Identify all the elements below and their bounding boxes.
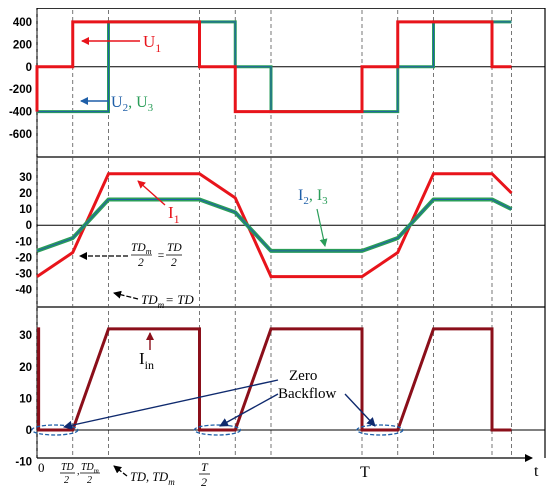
- tdm-half-annotation: TDm 2 = TD 2: [79, 242, 182, 269]
- zero-label: Zero: [289, 368, 317, 384]
- zero-lines: [37, 66, 545, 431]
- tdm-eq-annotation: TDm= TD: [113, 290, 194, 310]
- y-tick-p2-4: -10: [15, 236, 32, 248]
- backflow-arrow-1: [63, 379, 279, 430]
- t-axis-label: t: [534, 463, 539, 480]
- i23-label: I2, I3: [298, 187, 328, 207]
- backflow-label: Backflow: [278, 386, 336, 402]
- x-tick-t-half: T 2: [199, 460, 210, 489]
- u23-annotation: U2, U3: [80, 94, 154, 114]
- series-i2-i3-core: [36, 198, 512, 252]
- series-i1: [36, 172, 513, 279]
- tdm-eq-label: TDm= TD: [141, 292, 194, 310]
- svg-text:2: 2: [138, 257, 144, 269]
- y-tick-p1-0: 400: [13, 17, 32, 29]
- y-tick-p3-2: 10: [19, 393, 32, 405]
- iin-annotation: Iin: [139, 332, 154, 372]
- panel1-top-line: [37, 8, 545, 9]
- backflow-ellipse-2: [193, 424, 242, 436]
- y-tick-p2-6: -30: [15, 268, 32, 280]
- y-tick-p2-3: 0: [26, 220, 32, 232]
- y-tick-p2-0: 30: [19, 172, 32, 184]
- backflow-ellipse-1: [31, 424, 79, 436]
- zero-backflow-regions: [31, 424, 404, 436]
- svg-text:=: =: [157, 250, 165, 262]
- y-tick-p1-2: 0: [26, 62, 32, 74]
- svg-text:2: 2: [201, 475, 207, 489]
- y-tick-p1-5: -600: [9, 129, 32, 141]
- tdm-half-label: TDm 2 = TD 2: [131, 242, 182, 269]
- y-tick-p1-1: 200: [13, 39, 32, 51]
- backflow-arrow-3: [344, 393, 376, 427]
- y-tick-p2-2: 10: [19, 204, 32, 216]
- u1-annotation: U1: [81, 32, 161, 55]
- u1-label: U1: [143, 32, 161, 55]
- y-tick-p3-1: 20: [19, 362, 32, 374]
- iin-label: Iin: [139, 349, 154, 372]
- svg-text:2: 2: [87, 475, 92, 486]
- series-curves: [35, 20, 513, 432]
- i1-label: I1: [168, 203, 180, 226]
- i1-arrow: [137, 180, 166, 206]
- y-tick-p2-1: 20: [19, 188, 32, 200]
- y-tick-p3-0: 30: [19, 330, 32, 342]
- i23-arrow: [316, 208, 328, 247]
- y-tick-p2-7: -40: [15, 285, 32, 297]
- series-u2-u3-core: [37, 21, 512, 113]
- x-tick-td: TD, TDm: [130, 470, 175, 487]
- u23-label: U2, U3: [111, 94, 154, 114]
- x-tick-T: T: [360, 464, 370, 481]
- y-tick-p1-4: -400: [9, 107, 32, 119]
- zero-backflow-annotation: Zero Backflow: [63, 368, 376, 430]
- x-tick-td-half: TD 2 , TDm 2: [60, 462, 100, 486]
- backflow-ellipse-3: [356, 424, 404, 436]
- y-tick-p3-3: 0: [26, 425, 32, 437]
- svg-text:TDm: TDm: [81, 462, 99, 475]
- series-u1: [35, 20, 512, 114]
- svg-text:2: 2: [171, 257, 177, 269]
- svg-text:,: ,: [77, 466, 80, 477]
- x-tick-labels: 0 TD 2 , TDm 2 TD, TDm T 2 T t: [38, 460, 539, 489]
- svg-text:TD: TD: [61, 462, 75, 473]
- x-tick-td-arrow: [113, 465, 128, 477]
- svg-text:2: 2: [64, 475, 69, 486]
- backflow-arrow-2: [219, 393, 279, 427]
- y-tick-labels: 4002000-200-400-6003020100-10-20-30-4030…: [9, 17, 32, 469]
- svg-text:TD: TD: [167, 242, 182, 254]
- y-tick-p2-5: -20: [15, 252, 32, 264]
- x-tick-0: 0: [38, 460, 45, 475]
- i1-annotation: I1: [137, 180, 180, 226]
- svg-text:T: T: [201, 460, 209, 474]
- i23-annotation: I2, I3: [298, 187, 328, 247]
- y-tick-p3-4: -10: [15, 457, 32, 469]
- series-iin: [37, 327, 512, 432]
- y-tick-p1-3: -200: [9, 84, 32, 96]
- svg-text:TDm: TDm: [131, 242, 152, 256]
- tdm-eq-arrow: [113, 290, 139, 300]
